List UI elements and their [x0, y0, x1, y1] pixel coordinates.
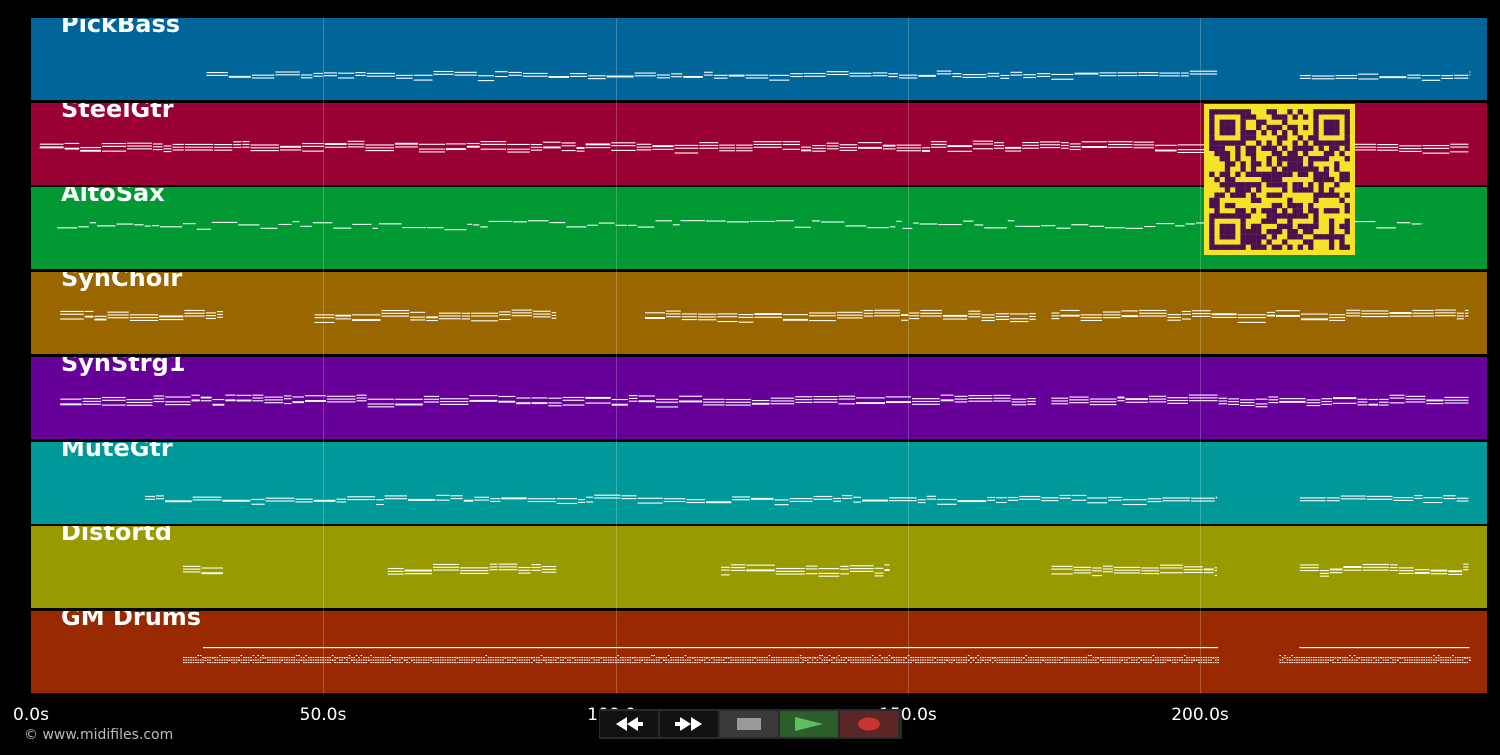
note-segment	[1299, 71, 1471, 81]
note-segment	[644, 309, 1036, 323]
qr-code-icon	[1204, 104, 1355, 255]
play-button[interactable]	[780, 711, 838, 737]
play-icon	[795, 717, 823, 731]
track-notes	[145, 494, 1469, 506]
track-name: SynStrg1	[61, 357, 186, 377]
track-notes	[183, 563, 1469, 577]
note-segment	[57, 220, 1423, 231]
note-segment	[1051, 309, 1469, 323]
note-segment	[206, 70, 1218, 82]
stop-button[interactable]	[720, 711, 778, 737]
record-button[interactable]	[840, 711, 898, 737]
note-segment	[145, 494, 1218, 506]
note-segment	[387, 563, 557, 575]
track-notes	[60, 309, 1469, 324]
note-segment	[60, 309, 223, 321]
track-lane[interactable]: MuteGtr	[31, 442, 1487, 524]
track-name: AltoSax	[61, 187, 165, 207]
note-segment	[183, 565, 223, 575]
track-lane[interactable]: GM Drums	[31, 611, 1487, 693]
note-segment	[1279, 647, 1471, 664]
track-name: PickBass	[61, 18, 181, 38]
track-lane[interactable]: SynChoir	[31, 272, 1487, 354]
track-notes	[206, 70, 1471, 82]
note-segment	[1051, 394, 1469, 408]
transport-controls	[599, 709, 902, 739]
track-lane[interactable]: PickBass	[31, 18, 1487, 100]
time-tick-label: 200.0s	[1171, 705, 1229, 725]
record-icon	[858, 717, 880, 731]
note-segment	[1051, 564, 1218, 577]
time-tick-label: 50.0s	[299, 705, 347, 725]
track-notes	[39, 140, 1469, 154]
track-notes	[183, 647, 1471, 664]
track-lane[interactable]: Distortd	[31, 526, 1487, 608]
note-segment	[39, 140, 1469, 154]
note-segment	[314, 309, 557, 324]
fast-forward-button[interactable]	[660, 711, 718, 737]
track-name: SteelGtr	[61, 103, 174, 123]
track-name: MuteGtr	[61, 442, 173, 462]
note-segment	[183, 647, 1220, 664]
track-name: Distortd	[61, 526, 172, 546]
track-notes	[60, 394, 1469, 408]
track-name: SynChoir	[61, 272, 183, 292]
qr-code-graphic	[1209, 109, 1350, 250]
track-lane[interactable]: SynStrg1	[31, 357, 1487, 439]
note-segment	[1299, 495, 1469, 504]
fast-forward-icon	[675, 717, 702, 731]
copyright-text: © www.midifiles.com	[24, 727, 174, 743]
note-segment	[1299, 563, 1469, 577]
time-tick-label: 0.0s	[13, 705, 49, 725]
track-name: GM Drums	[61, 611, 202, 631]
note-segment	[60, 394, 1036, 408]
note-segment	[720, 564, 890, 577]
track-notes	[57, 220, 1423, 231]
rewind-button[interactable]	[600, 711, 658, 737]
stop-icon	[737, 718, 761, 730]
rewind-icon	[616, 717, 643, 731]
